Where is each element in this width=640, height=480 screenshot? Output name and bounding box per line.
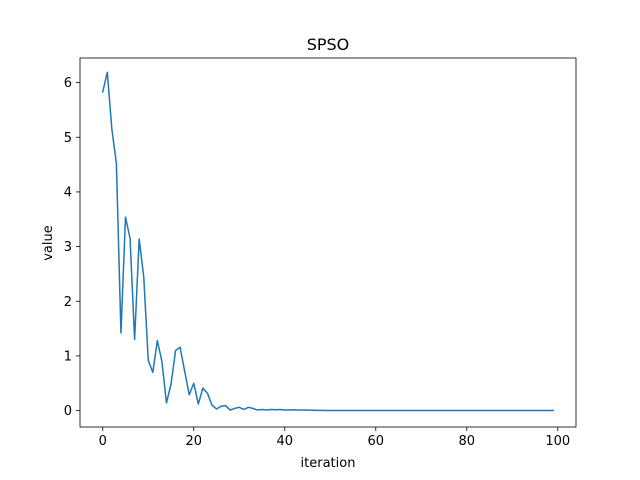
x-tick-label: 80 — [459, 434, 476, 449]
x-tick-label: 60 — [368, 434, 385, 449]
x-tick-label: 0 — [99, 434, 107, 449]
y-tick-label: 0 — [64, 404, 72, 419]
plot-frame — [79, 57, 577, 428]
x-tick-label: 40 — [276, 434, 293, 449]
y-axis-title: value — [41, 225, 56, 261]
y-tick-label: 1 — [64, 349, 72, 364]
series-line-0 — [101, 71, 554, 412]
plot-area: 0 20 40 60 80 100 0 1 2 3 4 5 6 — [64, 57, 577, 449]
y-tick-label: 6 — [64, 76, 72, 91]
x-tick-label: 20 — [185, 434, 202, 449]
y-tick-label: 3 — [64, 240, 72, 255]
x-axis-title: iteration — [301, 456, 356, 471]
y-tick-label: 2 — [64, 295, 72, 310]
chart-title: SPSO — [307, 35, 350, 54]
x-tick-label: 100 — [545, 434, 570, 449]
y-tick-label: 4 — [64, 185, 72, 200]
y-tick-label: 5 — [64, 131, 72, 146]
